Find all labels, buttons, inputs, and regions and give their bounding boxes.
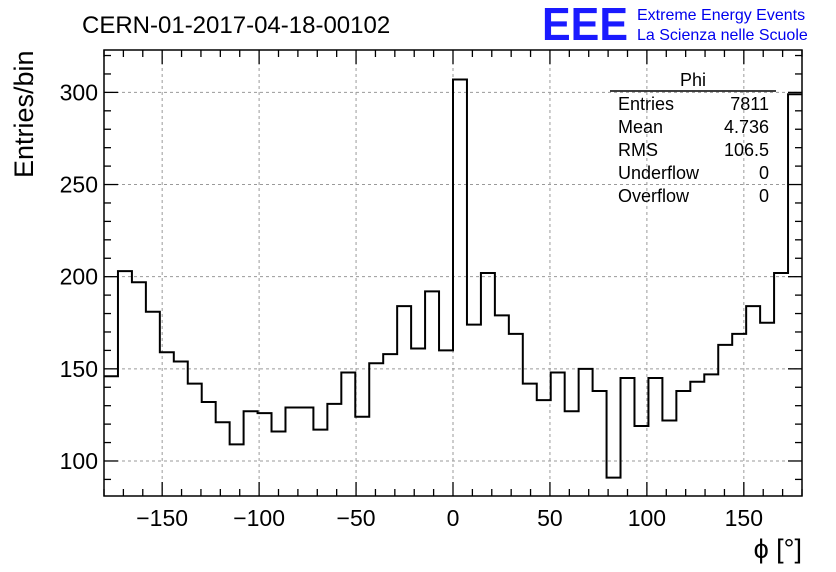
y-tick-label: 250 xyxy=(60,172,98,198)
logo-line1: Extreme Energy Events xyxy=(637,7,805,24)
histogram-line xyxy=(104,78,802,479)
x-tick-label: 0 xyxy=(447,505,460,531)
tick-labels: −150 −100 −50 0 50 100 150 100 150 200 250 300 xyxy=(60,79,763,531)
y-tick-label: 150 xyxy=(60,356,98,382)
x-tick-label: 50 xyxy=(537,505,563,531)
stats-value: 0 xyxy=(759,186,769,206)
stats-label: Overflow xyxy=(618,186,690,206)
stats-box: Phi Entries 7811 Mean 4.736 RMS 106.5 Underflo… xyxy=(610,70,776,206)
logo-mark: EEE xyxy=(542,0,628,50)
x-tick-label: −100 xyxy=(233,505,285,531)
y-tick-label: 100 xyxy=(60,448,98,474)
stats-label: Underflow xyxy=(618,163,700,183)
chart-title: CERN-01-2017-04-18-00102 xyxy=(82,12,390,39)
eee-logo: EEE Extreme Energy Events La Scienza nel… xyxy=(542,0,808,50)
stats-value: 106.5 xyxy=(724,140,769,160)
stats-title: Phi xyxy=(680,70,706,90)
x-tick-label: −150 xyxy=(136,505,188,531)
x-tick-label: −50 xyxy=(337,505,376,531)
x-tick-label: 100 xyxy=(628,505,666,531)
axis-ticks xyxy=(103,50,803,496)
y-tick-label: 300 xyxy=(60,79,98,105)
stats-value: 7811 xyxy=(730,94,769,114)
stats-label: Mean xyxy=(618,117,663,137)
x-tick-label: 150 xyxy=(725,505,763,531)
stats-label: RMS xyxy=(618,140,658,160)
y-axis-label: Entries/bin xyxy=(9,50,39,178)
y-tick-label: 200 xyxy=(60,264,98,290)
x-axis-label: ϕ [°] xyxy=(754,534,802,564)
stats-rows: Entries 7811 Mean 4.736 RMS 106.5 Underflow 0 Ov… xyxy=(618,94,769,206)
stats-value: 0 xyxy=(759,163,769,183)
stats-label: Entries xyxy=(618,94,674,114)
stats-value: 4.736 xyxy=(724,117,769,137)
logo-line2: La Scienza nelle Scuole xyxy=(637,27,808,44)
